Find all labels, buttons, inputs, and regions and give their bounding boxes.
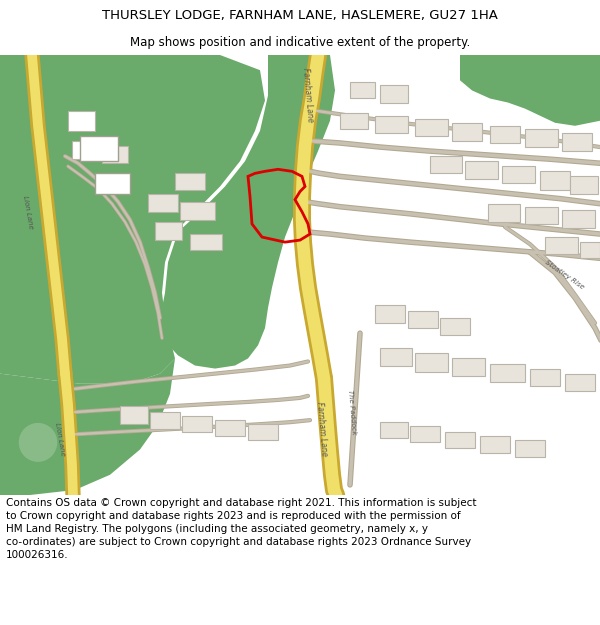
Polygon shape bbox=[570, 176, 598, 194]
Polygon shape bbox=[440, 318, 470, 335]
Text: Farnham Lane: Farnham Lane bbox=[301, 68, 315, 123]
Polygon shape bbox=[0, 55, 265, 384]
Polygon shape bbox=[502, 166, 535, 184]
Polygon shape bbox=[68, 111, 95, 131]
Polygon shape bbox=[148, 194, 178, 212]
Polygon shape bbox=[248, 424, 278, 441]
Polygon shape bbox=[160, 55, 335, 369]
Polygon shape bbox=[175, 173, 205, 189]
Polygon shape bbox=[120, 406, 148, 424]
Text: The Paddock: The Paddock bbox=[347, 389, 357, 434]
Text: Map shows position and indicative extent of the property.: Map shows position and indicative extent… bbox=[130, 36, 470, 49]
Polygon shape bbox=[445, 432, 475, 449]
Polygon shape bbox=[80, 136, 118, 161]
Polygon shape bbox=[540, 171, 570, 189]
Text: THURSLEY LODGE, FARNHAM LANE, HASLEMERE, GU27 1HA: THURSLEY LODGE, FARNHAM LANE, HASLEMERE,… bbox=[102, 9, 498, 22]
Polygon shape bbox=[150, 412, 180, 429]
Polygon shape bbox=[415, 119, 448, 136]
Polygon shape bbox=[460, 55, 600, 126]
Polygon shape bbox=[350, 82, 375, 99]
Polygon shape bbox=[0, 359, 175, 495]
Polygon shape bbox=[525, 129, 558, 147]
Polygon shape bbox=[565, 374, 595, 391]
Polygon shape bbox=[465, 161, 498, 179]
Polygon shape bbox=[182, 416, 212, 432]
Polygon shape bbox=[480, 436, 510, 452]
Polygon shape bbox=[490, 364, 525, 382]
Polygon shape bbox=[380, 348, 412, 366]
Polygon shape bbox=[430, 156, 462, 173]
Polygon shape bbox=[490, 126, 520, 143]
Polygon shape bbox=[380, 86, 408, 102]
Text: Farnham Lane: Farnham Lane bbox=[315, 402, 329, 457]
Text: Contains OS data © Crown copyright and database right 2021. This information is : Contains OS data © Crown copyright and d… bbox=[6, 498, 476, 561]
Polygon shape bbox=[410, 426, 440, 442]
Polygon shape bbox=[562, 133, 592, 151]
Polygon shape bbox=[408, 311, 438, 328]
Polygon shape bbox=[545, 237, 578, 254]
Polygon shape bbox=[155, 222, 182, 240]
Circle shape bbox=[18, 422, 58, 462]
Polygon shape bbox=[452, 359, 485, 376]
Polygon shape bbox=[380, 422, 408, 438]
Polygon shape bbox=[515, 441, 545, 457]
Polygon shape bbox=[415, 353, 448, 372]
Text: Stoatley Rise: Stoatley Rise bbox=[544, 259, 586, 290]
Polygon shape bbox=[562, 210, 595, 228]
Text: Lion Lane: Lion Lane bbox=[22, 194, 34, 229]
Polygon shape bbox=[72, 141, 100, 159]
Polygon shape bbox=[530, 369, 560, 386]
Polygon shape bbox=[102, 146, 128, 163]
Polygon shape bbox=[452, 122, 482, 141]
Text: Lion Lane: Lion Lane bbox=[54, 422, 66, 456]
Polygon shape bbox=[525, 207, 558, 224]
Polygon shape bbox=[95, 173, 130, 194]
Polygon shape bbox=[340, 112, 368, 129]
Polygon shape bbox=[190, 234, 222, 250]
Polygon shape bbox=[580, 242, 600, 258]
Polygon shape bbox=[488, 204, 520, 222]
Polygon shape bbox=[375, 305, 405, 323]
Polygon shape bbox=[375, 116, 408, 133]
Polygon shape bbox=[180, 202, 215, 220]
Polygon shape bbox=[215, 420, 245, 436]
